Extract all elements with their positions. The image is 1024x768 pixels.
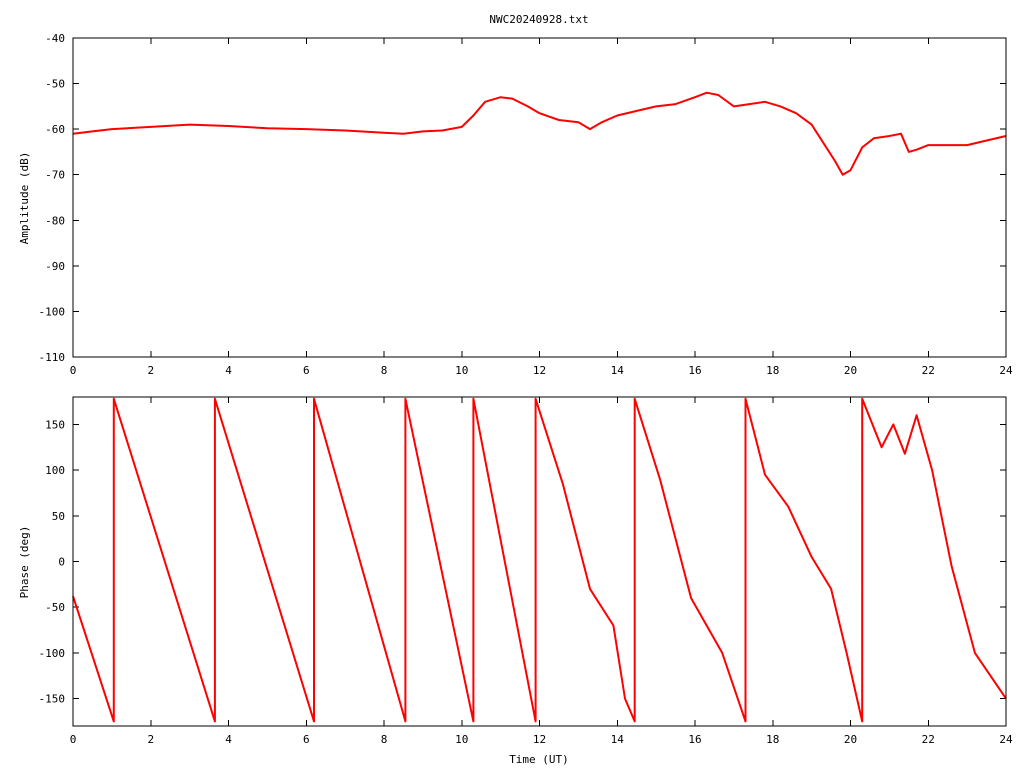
phase-x-tick-label: 24 bbox=[999, 733, 1013, 746]
amplitude-x-tick-label: 22 bbox=[922, 364, 935, 377]
phase-x-tick-label: 22 bbox=[922, 733, 935, 746]
amplitude-x-tick-label: 12 bbox=[533, 364, 546, 377]
amplitude-y-tick-label: -100 bbox=[39, 305, 66, 318]
phase-y-axis-label: Phase (deg) bbox=[18, 526, 31, 599]
amplitude-x-tick-label: 2 bbox=[147, 364, 154, 377]
phase-x-tick-label: 12 bbox=[533, 733, 546, 746]
amplitude-y-tick-label: -90 bbox=[45, 260, 65, 273]
phase-y-tick-label: -100 bbox=[39, 647, 66, 660]
amplitude-x-tick-label: 16 bbox=[688, 364, 701, 377]
phase-series-line bbox=[72, 397, 1007, 723]
amplitude-x-tick-label: 0 bbox=[70, 364, 77, 377]
phase-x-tick-label: 0 bbox=[70, 733, 77, 746]
amplitude-y-tick-label: -50 bbox=[45, 78, 65, 91]
phase-x-tick-label: 14 bbox=[611, 733, 625, 746]
amplitude-series-line bbox=[72, 91, 1007, 176]
phase-x-tick-label: 6 bbox=[303, 733, 310, 746]
phase-y-tick-label: 50 bbox=[52, 510, 65, 523]
amplitude-x-tick-label: 4 bbox=[225, 364, 232, 377]
amplitude-y-tick-label: -40 bbox=[45, 32, 65, 45]
phase-x-tick-label: 2 bbox=[147, 733, 154, 746]
amplitude-x-tick-label: 10 bbox=[455, 364, 468, 377]
phase-x-tick-label: 16 bbox=[688, 733, 701, 746]
phase-x-tick-label: 20 bbox=[844, 733, 857, 746]
phase-x-tick-label: 18 bbox=[766, 733, 779, 746]
phase-y-tick-label: -50 bbox=[45, 601, 65, 614]
amplitude-y-axis-label: Amplitude (dB) bbox=[18, 152, 31, 245]
phase-x-tick-label: 10 bbox=[455, 733, 468, 746]
amplitude-y-tick-label: -70 bbox=[45, 169, 65, 182]
amplitude-y-tick-label: -80 bbox=[45, 214, 65, 227]
amplitude-y-tick-label: -110 bbox=[39, 351, 66, 364]
amplitude-y-tick-label: -60 bbox=[45, 123, 65, 136]
phase-y-tick-label: 100 bbox=[45, 464, 65, 477]
phase-y-tick-label: 150 bbox=[45, 418, 65, 431]
phase-panel: Phase (deg) Time (UT) 0 2 4 6 8 10 12 14 16 18 20 2… bbox=[18, 396, 1013, 766]
chart-title: NWC20240928.txt bbox=[489, 13, 588, 26]
phase-y-tick-label: 0 bbox=[58, 556, 65, 569]
phase-y-tick-label: -150 bbox=[39, 693, 66, 706]
amplitude-x-tick-label: 14 bbox=[611, 364, 625, 377]
phase-x-tick-label: 8 bbox=[381, 733, 388, 746]
amplitude-x-tick-label: 20 bbox=[844, 364, 857, 377]
amplitude-x-tick-label: 24 bbox=[999, 364, 1013, 377]
amplitude-x-tick-label: 18 bbox=[766, 364, 779, 377]
phase-plot-frame bbox=[72, 396, 1007, 727]
amplitude-panel: Amplitude (dB) 0 2 4 6 8 10 12 14 16 18 20 22 24-40-… bbox=[18, 32, 1013, 377]
amplitude-plot-frame bbox=[72, 37, 1007, 358]
phase-x-tick-label: 4 bbox=[225, 733, 232, 746]
x-axis-label: Time (UT) bbox=[509, 753, 569, 766]
amplitude-x-tick-label: 6 bbox=[303, 364, 310, 377]
amplitude-x-tick-label: 8 bbox=[381, 364, 388, 377]
